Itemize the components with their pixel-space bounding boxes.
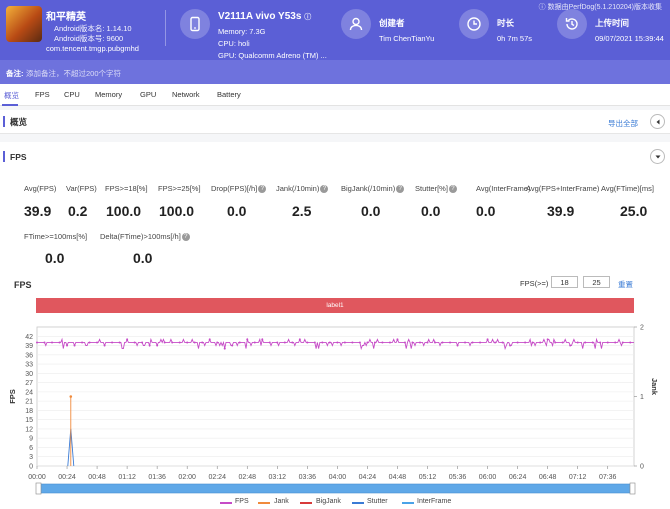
info-icon: ⓘ [304,14,312,21]
metric-value: 0.0 [476,203,496,219]
metric-label: Avg(FPS) [24,184,57,193]
remark-label: 备注: [6,69,24,78]
tab-overview[interactable]: 概览 [4,91,19,100]
upload-title: 上传时间 [595,18,630,28]
device-cpu: CPU: holi [218,39,250,48]
help-icon[interactable]: ? [396,185,405,194]
remark-bar: 备注: 添加备注，不超过200个字符 [0,60,670,84]
legend-interframe[interactable]: InterFrame [417,498,452,505]
metric-label: Stutter[%]? [415,184,457,194]
fps-section: FPS [0,142,670,509]
help-icon[interactable]: ? [448,185,457,194]
metric-value: 0.0 [133,250,153,266]
tab-bar: 概览 FPS CPU Memory GPU Network Battery [0,84,670,106]
metric-label: Drop(FPS)[/h]? [211,184,267,194]
section-marker [3,116,5,127]
fps-threshold-label: FPS(>=) [520,279,549,288]
metric-value: 100.0 [159,203,195,219]
metric-value: 0.0 [361,203,381,219]
remark-input[interactable]: 添加备注，不超过200个字符 [26,69,122,78]
duration-title: 时长 [497,18,515,28]
overview-title: 概览 [10,117,28,127]
legend-jank[interactable]: Jank [274,498,289,505]
tab-fps[interactable]: FPS [35,90,50,99]
legend-stutter[interactable]: Stutter [367,498,388,505]
legend-swatch [402,502,414,504]
metric-label: BigJank(/10min)? [341,184,405,194]
metric-value: 0.2 [68,203,88,219]
metric-label: FTime>=100ms[%] [24,232,88,241]
device-memory: Memory: 7.3G [218,27,266,36]
legend-swatch [300,502,312,504]
active-tab-indicator [2,104,18,106]
chevron-left-icon [656,119,659,124]
device-gpu: GPU: Qualcomm Adreno (TM) ... [218,51,327,60]
chart-title: FPS [14,280,32,290]
user-icon [341,9,371,39]
tab-battery[interactable]: Battery [217,90,241,99]
help-icon[interactable]: ? [258,185,267,194]
perfdog-version-note: ⓘ 数据由PerfDog(5.1.210204)版本收集 [538,4,662,11]
fps-threshold-input-2[interactable]: 25 [583,276,610,288]
metric-label: FPS>=18[%] [105,184,148,193]
collapse-button[interactable] [650,114,665,129]
metric-value: 39.9 [24,203,52,219]
tab-cpu[interactable]: CPU [64,90,80,99]
upload-history-icon [557,9,587,39]
section-marker [3,151,5,162]
app-icon [6,6,42,42]
metric-label: Avg(InterFrame) [476,184,531,193]
upload-value: 09/07/2021 15:39:44 [595,34,664,43]
duration-value: 0h 7m 57s [497,34,533,43]
help-icon[interactable]: ? [181,233,190,242]
metric-label: Avg(FTime)[ms] [601,184,654,193]
fps-threshold-input-1[interactable]: 18 [551,276,578,288]
creator-title: 创建者 [379,18,405,28]
app-version-code: Android版本号: 9600 [54,34,124,43]
fps-section-title: FPS [10,152,27,162]
metric-label: Jank(/10min)? [276,184,329,194]
device-icon [180,9,210,39]
export-all-link[interactable]: 导出全部 [608,119,638,128]
app-version-name: Android版本名: 1.14.10 [54,24,132,33]
help-icon[interactable]: ? [320,185,329,194]
metric-value: 0.0 [227,203,247,219]
legend-bigjank[interactable]: BigJank [316,498,341,505]
overview-section: 概览 导出全部 [0,110,670,134]
device-name: V2111A vivo Y53s ⓘ [218,11,312,22]
metric-label: Delta(FTime)>100ms[/h]? [100,232,190,242]
metric-value: 0.0 [45,250,65,266]
creator-value: Tim ChenTianYu [379,34,435,43]
metric-label: Var(FPS) [66,184,97,193]
label-band[interactable]: label1 [36,298,634,313]
clock-icon [459,9,489,39]
legend-swatch [352,502,364,504]
legend-swatch [258,502,270,504]
chevron-down-icon [655,155,660,158]
app-version-info: Android版本名: 1.14.10 Android版本号: 9600 [54,24,132,44]
legend-swatch [220,502,232,504]
app-package: com.tencent.tmgp.pubgmhd [46,44,139,53]
metric-label: FPS>=25[%] [158,184,201,193]
metric-value: 0.0 [421,203,441,219]
metric-value: 100.0 [106,203,142,219]
app-name: 和平精英 [46,12,86,23]
expand-button[interactable] [650,149,665,164]
tab-gpu[interactable]: GPU [140,90,157,99]
metric-value: 2.5 [292,203,312,219]
metric-value: 39.9 [547,203,575,219]
tab-network[interactable]: Network [172,90,200,99]
metric-value: 25.0 [620,203,648,219]
header-divider [165,10,166,46]
legend-fps[interactable]: FPS [235,498,249,505]
tab-memory[interactable]: Memory [95,90,123,99]
report-header: 和平精英 Android版本名: 1.14.10 Android版本号: 960… [0,0,670,60]
metric-label: Avg(FPS+InterFrame) [526,184,600,193]
reset-button[interactable]: 重置 [618,280,633,289]
